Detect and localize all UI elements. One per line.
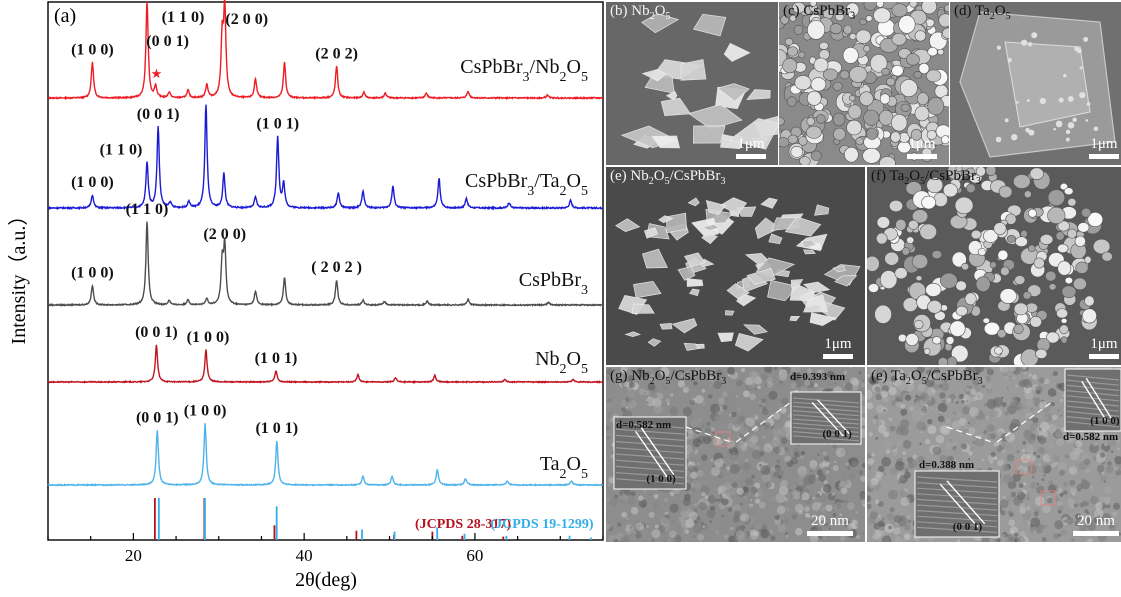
lattice-plane-label: (1 0 0) [646,473,676,485]
micrograph-texture [779,2,949,165]
micrograph-texture [615,197,861,352]
micrograph-texture [867,167,1113,365]
peak-annotation: (2 0 2) [315,45,358,62]
peak-annotation: (1 1 0) [162,9,205,26]
peak-annotation: (1 1 0) [126,201,169,218]
peak-annotation: (1 0 0) [71,42,114,59]
star-marker: ★ [151,66,163,81]
xrd-series-line [47,104,604,211]
xrd-chart: CsPbBr3/Nb2O5 (1 0 0) (1 1 0) (0 0 1) (2 0 0… [7,0,604,591]
peak-annotation: (0 0 1) [137,106,180,123]
lattice-plane-label: (1 0 0) [1090,415,1120,427]
tem-panel-nb2o5-cspbbr3: d=0.582 nm (1 0 0) d=0.393 nm (0 0 1) (g) Nb… [606,367,865,542]
sem-panel-nb2o5: (b) Nb2O5 1μm [606,2,778,165]
panel-label: (g) Nb2O5/CsPbBr3 [610,368,727,387]
peak-annotation: (1 0 1) [255,420,298,437]
peak-annotation: (1 0 0) [71,265,114,282]
sem-panel-cspbbr3: (c) CsPbBr3 1μm [779,2,949,165]
lattice-plane-label: (0 0 1) [952,521,983,533]
peak-annotation: (1 0 1) [255,350,298,367]
peak-annotation: (2 0 0) [225,11,268,28]
xrd-series-line [47,344,604,385]
peak-annotation: (1 0 0) [71,174,114,191]
peak-annotation: (0 0 1) [136,410,179,427]
reference-label: (JCPDS 28-317) [415,517,511,532]
xrd-series-line [47,221,604,308]
d-spacing-label: d=0.393 nm [790,371,846,383]
x-tick-label: 40 [296,546,313,565]
peak-annotation: (1 1 0) [100,142,143,159]
scale-bar: 20 nm [1073,513,1119,536]
x-tick-layer: 20 40 60 [47,533,604,565]
xrd-panel-label: (a) [54,5,76,27]
series-name-label: CsPbBr3/Nb2O5 [460,56,588,85]
peak-annotation: (0 0 1) [135,324,178,341]
xrd-plot-frame [47,1,604,541]
tem-panel-ta2o5-cspbbr3: d=0.388 nm (0 0 1) d=0.582 nm (1 0 0) (e) Ta… [867,367,1121,542]
scale-bar: 1μm [823,336,853,359]
series-name-label: CsPbBr3 [519,269,588,298]
x-tick-label: 60 [466,546,483,565]
d-spacing-label: d=0.388 nm [919,459,975,471]
series-name-label: CsPbBr3/Ta2O5 [465,170,588,199]
scale-bar: 1μm [907,136,937,159]
xrd-series-line [47,0,604,101]
panel-label: (b) Nb2O5 [610,3,671,22]
micrograph-texture [867,367,1121,542]
y-axis-label: Intensity（a.u.） [7,206,30,345]
sem-panel-ta2o5: (d) Ta2O5 1μm [950,2,1121,165]
panel-label: (e) Nb2O5/CsPbBr3 [610,168,726,187]
panel-label: (d) Ta2O5 [954,3,1011,22]
peak-annotation: (1 0 0) [187,329,230,346]
scale-bar: 1μm [736,136,766,159]
reference-label: (JCPDS 19-1299) [490,517,593,532]
micrograph-texture [959,11,1116,158]
lattice-plane-label: (0 0 1) [822,428,852,440]
x-tick-label: 20 [125,546,142,565]
peak-annotation: (2 0 0) [203,226,246,243]
xrd-series-line [47,423,604,487]
series-name-label: Ta2O5 [540,453,588,482]
scale-bar: 1μm [1089,136,1119,159]
peak-annotation: (1 0 0) [184,402,227,419]
peak-annotation: (1 0 1) [256,116,299,133]
peak-annotation: ( 2 0 2 ) [311,259,362,276]
sem-panel-ta2o5-cspbbr3: (f) Ta2O5/CsPbBr3 1μm [867,167,1121,365]
reference-lines-layer: (JCPDS 28-317)(JCPDS 19-1299) [153,498,594,540]
series-name-label: Nb2O5 [535,348,588,377]
xrd-series-layer: CsPbBr3/Nb2O5 (1 0 0) (1 1 0) (0 0 1) (2 0 0… [47,0,604,487]
scale-bar: 20 nm [807,513,853,536]
panel-label: (f) Ta2O5/CsPbBr3 [871,168,981,187]
sem-panel-nb2o5-cspbbr3: (e) Nb2O5/CsPbBr3 1μm [606,167,865,365]
scale-bar: 1μm [1089,336,1119,359]
micrograph-texture [620,13,778,150]
d-spacing-label: d=0.582 nm [1063,431,1119,443]
panel-label: (e) Ta2O5/CsPbBr3 [871,368,983,387]
d-spacing-label: d=0.582 nm [616,419,672,431]
x-axis-label: 2θ(deg) [295,569,357,591]
panel-label: (c) CsPbBr3 [783,3,856,22]
peak-annotation: (0 0 1) [146,33,189,50]
micrograph-texture [606,367,865,542]
